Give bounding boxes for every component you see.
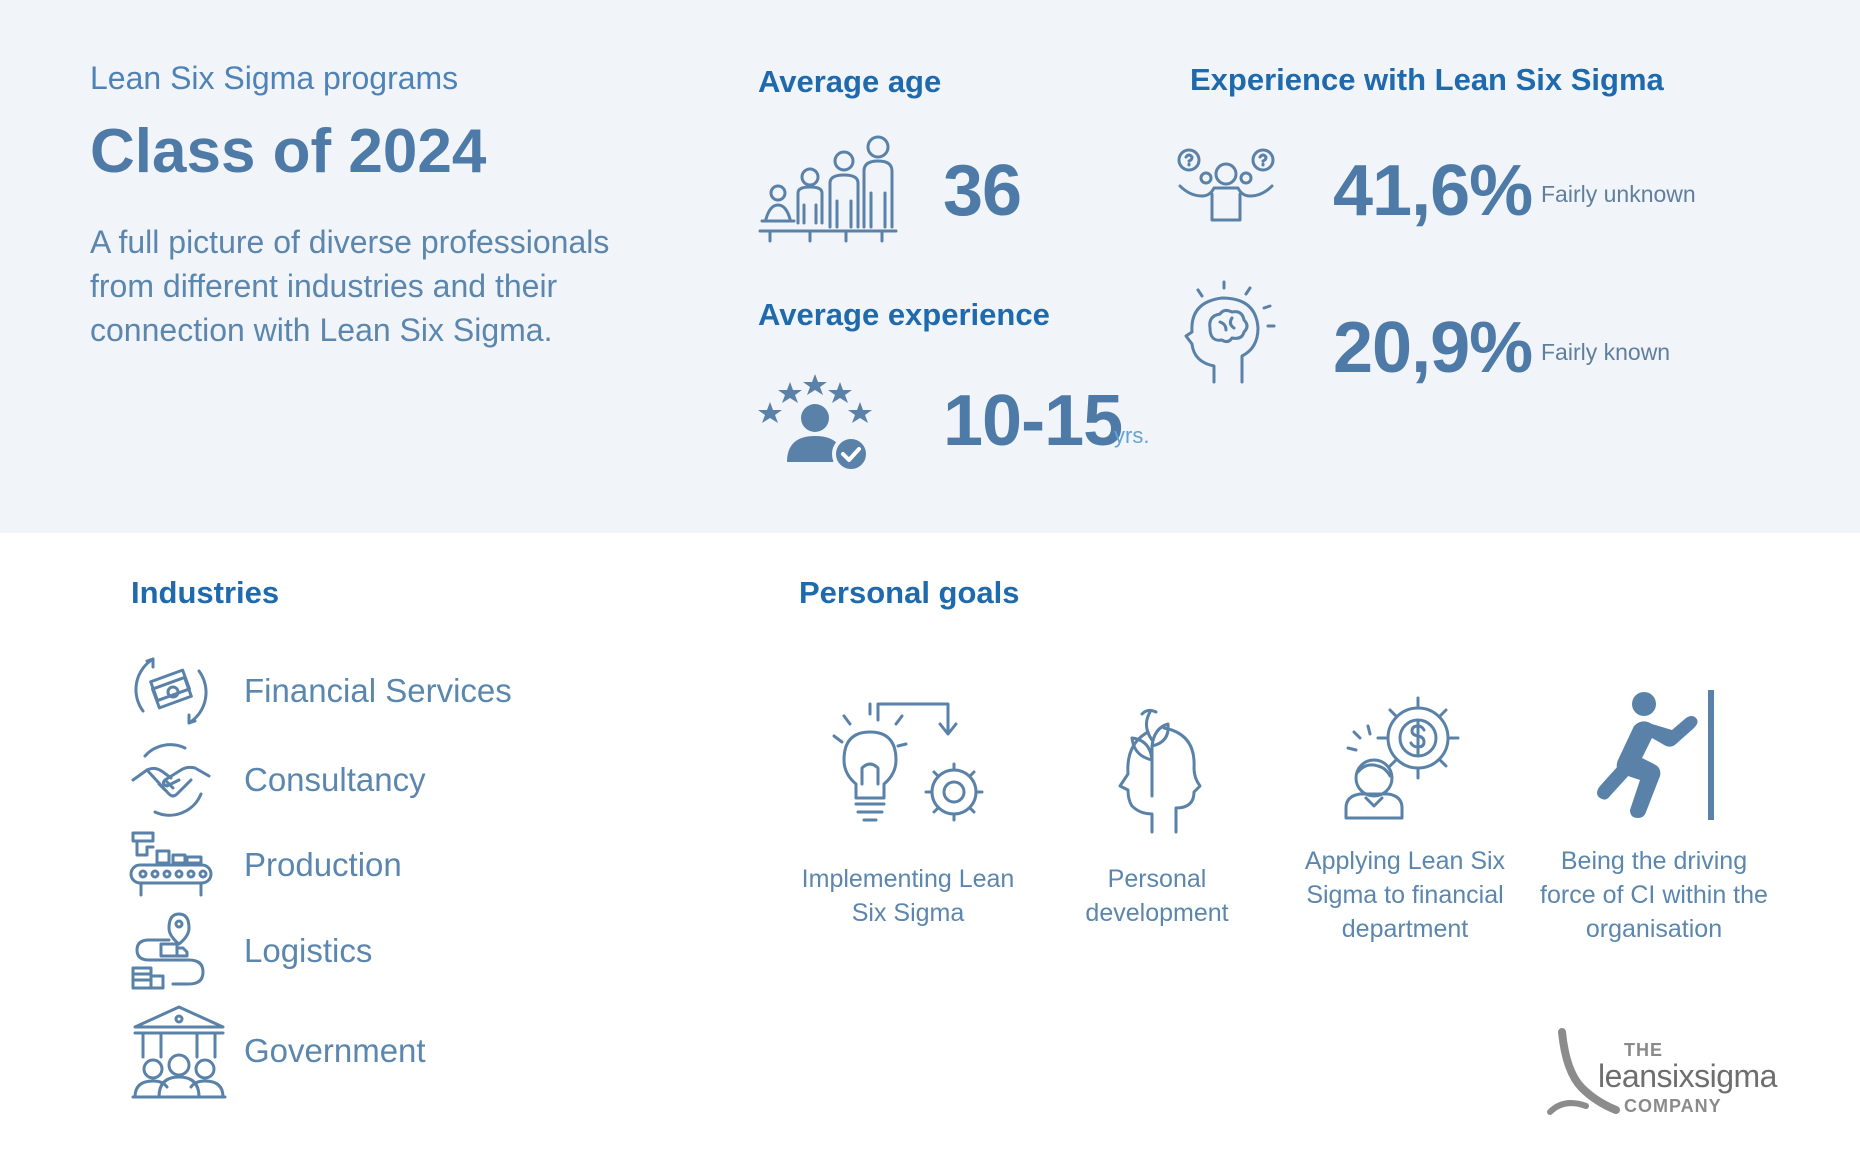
personal-goals-heading: Personal goals (799, 575, 1020, 610)
average-experience-heading: Average experience (758, 297, 1050, 332)
money-cycle-icon (134, 657, 208, 725)
industry-production: Production (244, 846, 402, 883)
rated-person-icon (758, 374, 872, 473)
average-experience-value: 10-15 (943, 381, 1123, 461)
industry-financial-services: Financial Services (244, 672, 512, 709)
industries-heading: Industries (131, 575, 280, 610)
confused-person-icon (1177, 148, 1275, 222)
industry-government: Government (244, 1032, 426, 1069)
goal-personal-development: Personal development (1085, 865, 1229, 927)
goal-driving-force-ci: Being the driving force of CI within the… (1540, 847, 1768, 943)
age-growth-icon (758, 135, 898, 243)
goal-applying-lss-finance: Applying Lean Six Sigma to financial dep… (1304, 847, 1506, 943)
delivery-route-icon (131, 912, 205, 990)
fairly-known-label: Fairly known (1541, 339, 1671, 365)
average-age-value: 36 (943, 151, 1022, 231)
person-dollar-gear-icon (1344, 696, 1460, 820)
fairly-unknown-label: Fairly unknown (1541, 181, 1696, 207)
average-age-heading: Average age (758, 64, 942, 99)
experience-unit: yrs. (1114, 423, 1150, 448)
bulb-gear-icon (832, 702, 984, 822)
intro-text: A full picture of diverse professionals … (90, 224, 610, 348)
goal-implementing-lss: Implementing Lean Six Sigma (801, 865, 1015, 927)
head-brain-icon (1184, 280, 1276, 384)
head-plant-icon (1118, 708, 1202, 834)
page-title: Class of 2024 (90, 117, 487, 186)
industry-logistics: Logistics (244, 932, 373, 969)
program-subtitle: Lean Six Sigma programs (90, 60, 459, 96)
logo-the: THE (1624, 1040, 1663, 1060)
fairly-known-value: 20,9% (1333, 308, 1533, 388)
government-building-icon (131, 1005, 227, 1099)
experience-lss-heading: Experience with Lean Six Sigma (1190, 62, 1664, 97)
lean-six-sigma-logo-mark (1547, 1028, 1620, 1115)
logo-company: COMPANY (1624, 1096, 1722, 1116)
conveyor-icon (129, 831, 213, 897)
top-band (0, 0, 1860, 533)
fairly-unknown-value: 41,6% (1333, 151, 1533, 231)
pushing-wall-icon (1597, 690, 1714, 820)
logo-name: leansixsigma (1598, 1058, 1777, 1094)
industry-consultancy: Consultancy (244, 761, 426, 798)
handshake-icon (131, 743, 211, 817)
